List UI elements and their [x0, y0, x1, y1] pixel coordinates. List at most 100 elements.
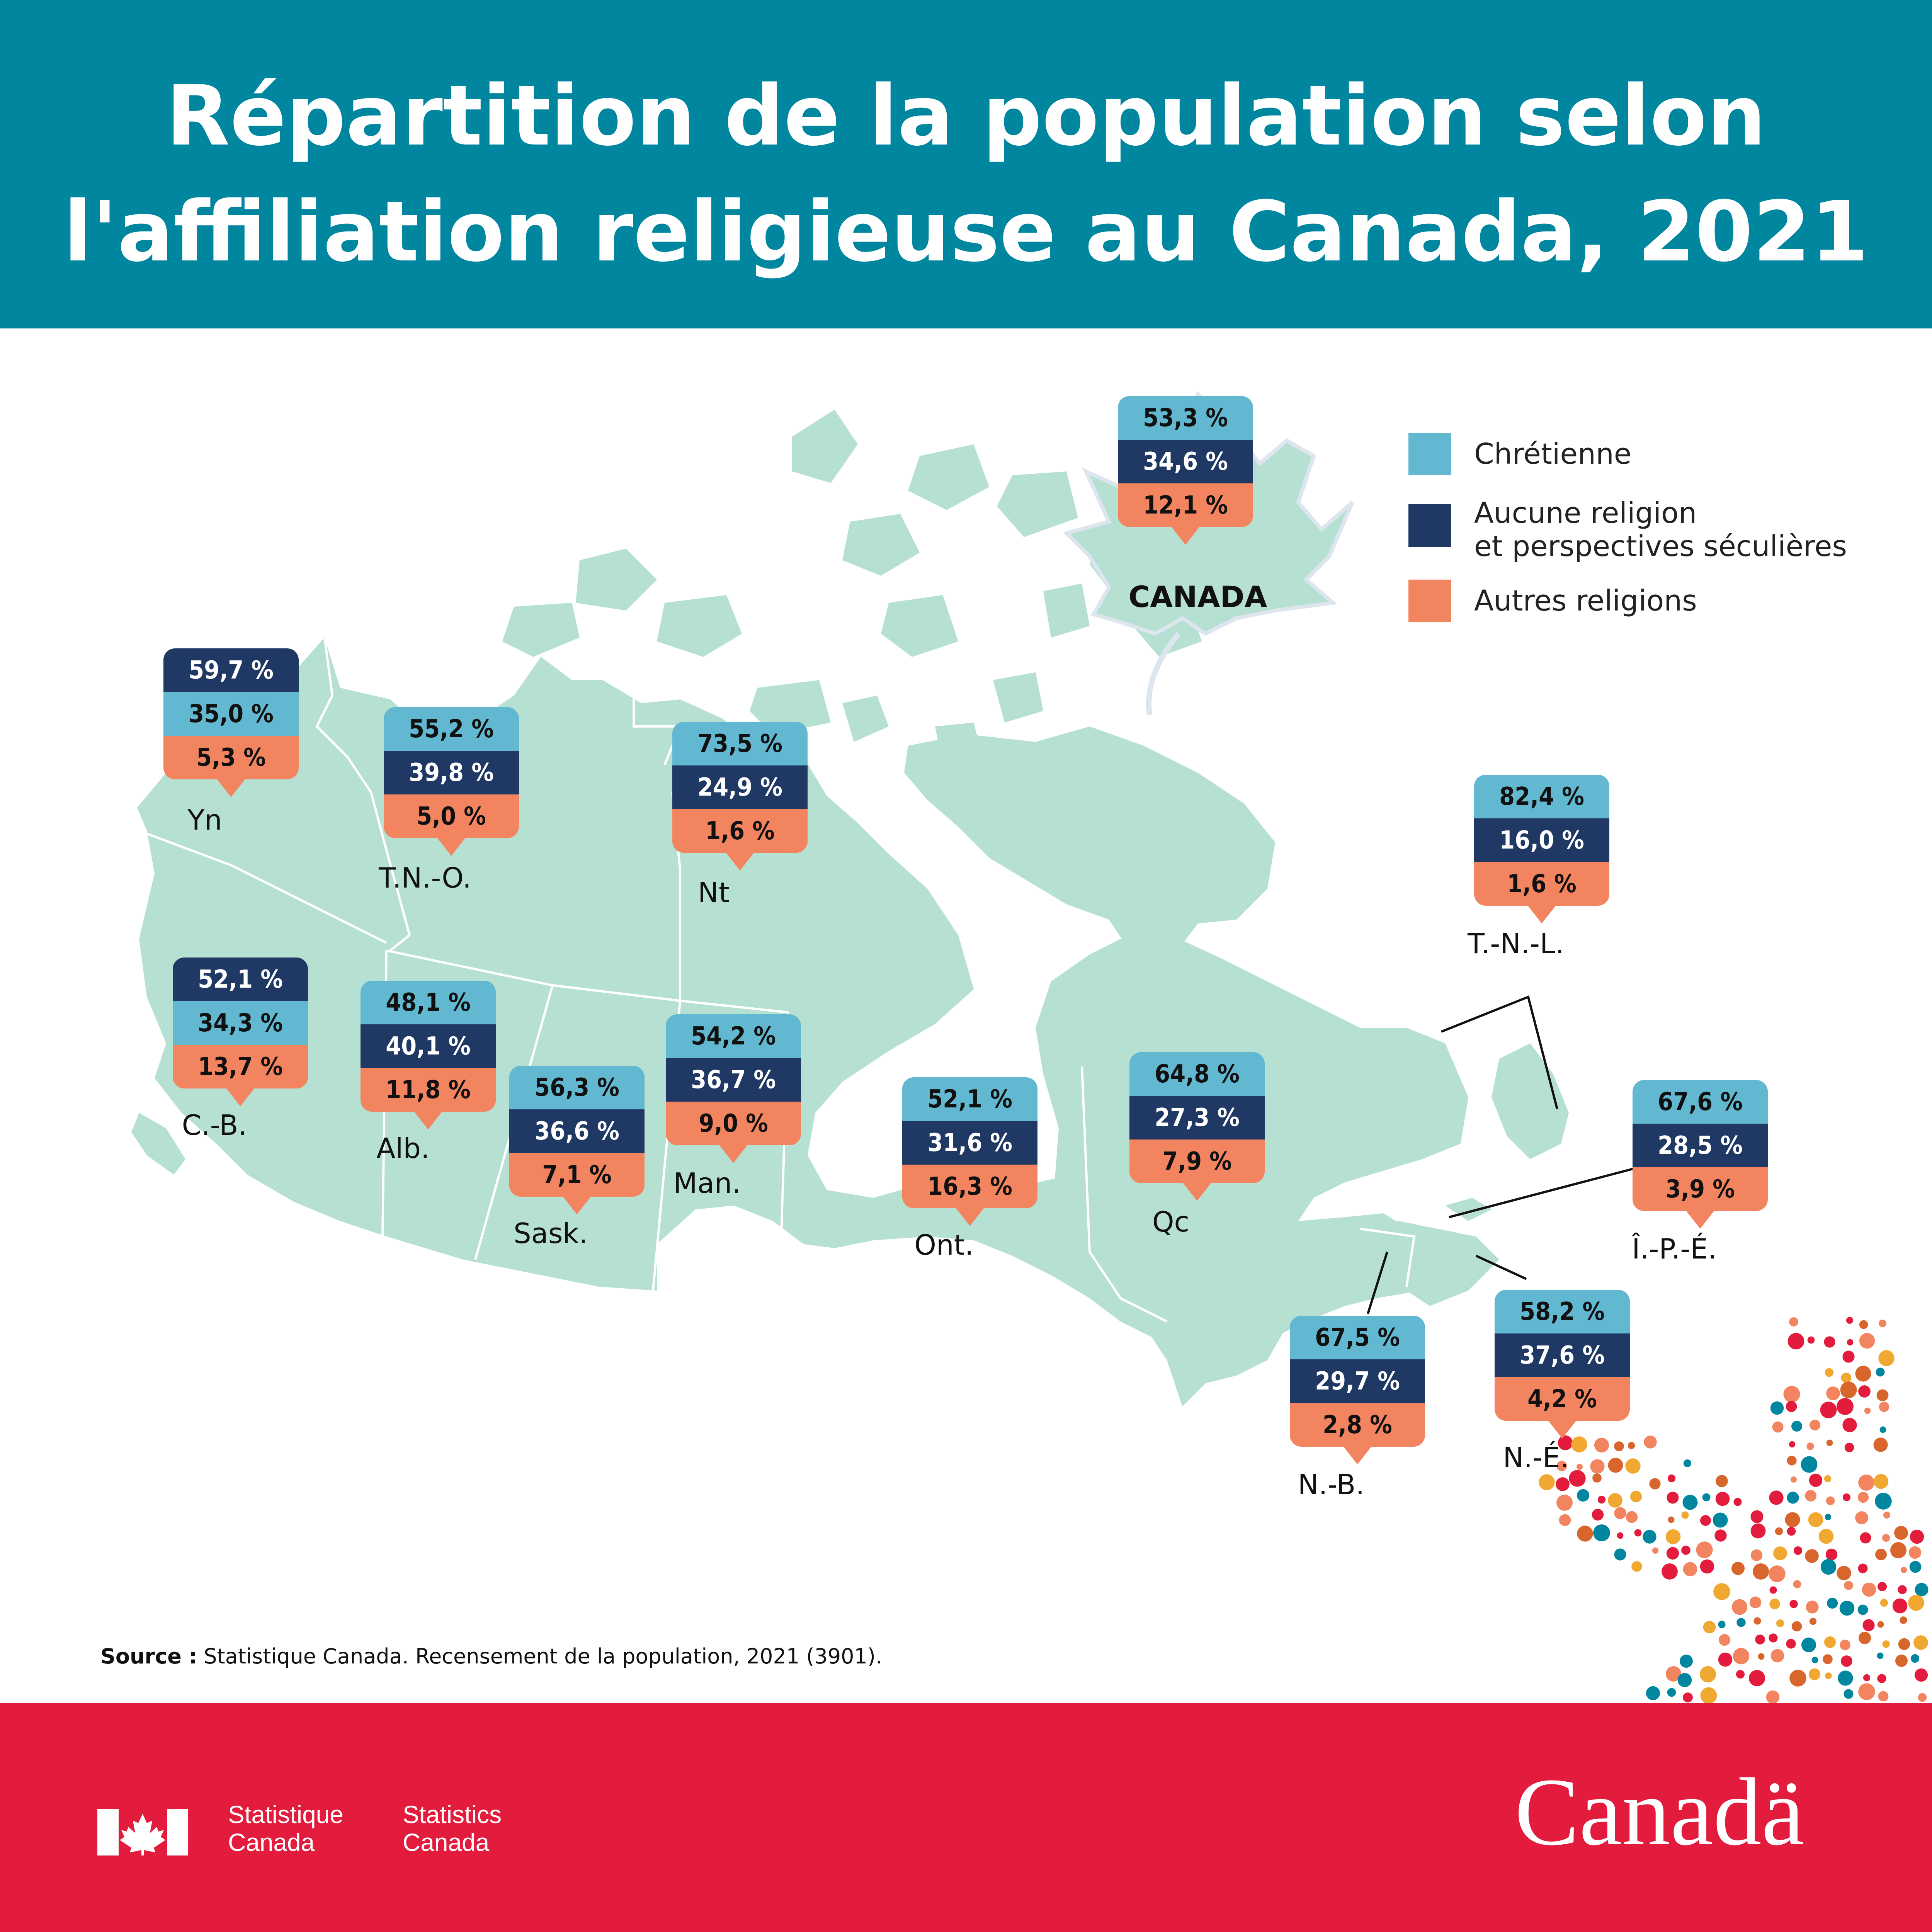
decor-dot: [1825, 1368, 1834, 1377]
decor-dot: [1665, 1529, 1681, 1544]
decor-dot: [1646, 1686, 1660, 1701]
region-value-none: 36,7 %: [666, 1058, 801, 1102]
decor-dot: [1859, 1320, 1868, 1329]
decor-dot: [1608, 1493, 1622, 1508]
legend-swatch-none: [1408, 504, 1451, 547]
decor-dot: [1855, 1511, 1868, 1524]
region-value-none: 29,7 %: [1290, 1359, 1425, 1403]
region-box: 73,5 % 24,9 % 1,6 %: [672, 722, 808, 871]
region-box: 52,1 % 31,6 % 16,3 %: [902, 1077, 1037, 1226]
region-value-other: 2,8 %: [1290, 1403, 1425, 1447]
decor-dot: [1877, 1582, 1887, 1592]
decor-dot: [1677, 1673, 1692, 1687]
region-value-none: 39,8 %: [384, 751, 519, 794]
decor-dot: [1860, 1532, 1871, 1544]
pei-island: [1445, 1198, 1492, 1221]
decor-dot: [1713, 1583, 1730, 1600]
region-name: Qc: [1152, 1206, 1190, 1238]
decor-dot: [1879, 1401, 1889, 1412]
decor-dot: [1841, 1655, 1852, 1667]
region-value-christian: 52,1 %: [902, 1077, 1037, 1121]
decor-dot: [1900, 1616, 1907, 1624]
decor-dot: [1593, 1524, 1610, 1541]
legend-swatch-other: [1408, 580, 1451, 622]
decor-dot: [1910, 1529, 1924, 1544]
decor-dot: [1769, 1586, 1777, 1594]
decor-dot: [1827, 1597, 1838, 1609]
decor-dot: [1634, 1529, 1642, 1537]
decor-dot: [1838, 1670, 1853, 1686]
decor-dot: [1876, 1367, 1885, 1377]
decor-dot: [1801, 1456, 1818, 1473]
decor-dot: [1750, 1510, 1764, 1523]
decor-dot: [1862, 1582, 1876, 1597]
canada-wordmark: Canadä: [1515, 1759, 1804, 1866]
header-banner: Répartition de la population selon l'aff…: [0, 0, 1932, 328]
decor-dot: [1755, 1634, 1765, 1645]
decor-dot: [1558, 1435, 1573, 1451]
decor-dot: [1858, 1563, 1868, 1573]
decor-dot: [1877, 1652, 1884, 1659]
decor-dot: [1625, 1458, 1641, 1474]
decor-dot: [1769, 1565, 1786, 1582]
decor-dot: [1769, 1599, 1780, 1609]
decor-dot: [1652, 1547, 1659, 1554]
decor-dot: [1898, 1638, 1910, 1650]
title-line-2: l'affiliation religieuse au Canada, 2021: [63, 183, 1869, 280]
decor-dot: [1649, 1478, 1661, 1490]
decor-dot: [1700, 1559, 1714, 1574]
region-value-other: 7,9 %: [1129, 1139, 1265, 1183]
maritimes: [1352, 1221, 1499, 1306]
decor-dot: [1571, 1436, 1587, 1452]
decor-dot: [1908, 1546, 1922, 1559]
decor-dot: [1682, 1495, 1698, 1510]
decor-dot: [1577, 1526, 1593, 1542]
region-value-christian: 73,5 %: [672, 722, 808, 765]
decor-dot: [1626, 1511, 1638, 1523]
decor-dot: [1702, 1493, 1711, 1502]
legend-swatch-christian: [1408, 433, 1451, 475]
decor-dot: [1826, 1496, 1835, 1505]
decor-dot: [1809, 1473, 1823, 1487]
decor-dot: [1787, 1527, 1796, 1536]
decor-dot: [1718, 1621, 1726, 1628]
decor-dot: [1824, 1636, 1836, 1648]
decor-dot: [1805, 1490, 1816, 1502]
decor-dot: [1811, 1656, 1818, 1663]
region-name: Ont.: [914, 1229, 974, 1261]
decor-dot: [1608, 1458, 1623, 1473]
decor-dot: [1736, 1670, 1745, 1679]
decor-dot: [1791, 1421, 1802, 1432]
decor-dot: [1908, 1595, 1924, 1611]
region-value-other: 9,0 %: [666, 1102, 801, 1145]
title-line-1: Répartition de la population selon: [166, 67, 1766, 164]
decor-dot: [1643, 1530, 1656, 1544]
region-box: 59,7 % 35,0 % 5,3 %: [163, 648, 299, 797]
decor-dot: [1878, 1350, 1895, 1366]
decor-dot: [1680, 1655, 1693, 1668]
decor-dot: [1769, 1633, 1778, 1643]
decor-dot: [1894, 1526, 1908, 1540]
region-box-pointer: [437, 838, 465, 856]
decor-dot: [1787, 1456, 1797, 1466]
region-name: Yn: [187, 804, 222, 836]
decor-dot: [1666, 1666, 1681, 1682]
region-value-christian: 67,5 %: [1290, 1316, 1425, 1359]
decorative-dot-leaf: [1539, 1316, 1929, 1704]
region-name: Sask.: [514, 1217, 588, 1250]
decor-dot: [1859, 1333, 1875, 1349]
canada-flag-icon: [97, 1809, 188, 1855]
decor-dot: [1753, 1563, 1769, 1580]
region-value-none: 36,6 %: [509, 1109, 645, 1153]
arctic-islands: [502, 410, 1202, 765]
decor-dot: [1846, 1316, 1854, 1324]
region-value-other: 7,1 %: [509, 1153, 645, 1197]
decor-dot: [1823, 1654, 1833, 1664]
agency-name-fr-line1: Statistique: [228, 1801, 344, 1828]
decor-dot: [1918, 1693, 1927, 1702]
region-value-other: 1,6 %: [1474, 862, 1609, 906]
region-box-pointer: [226, 1088, 254, 1106]
decor-dot: [1644, 1435, 1657, 1449]
decor-dot: [1700, 1515, 1711, 1526]
decor-dot: [1895, 1655, 1908, 1667]
